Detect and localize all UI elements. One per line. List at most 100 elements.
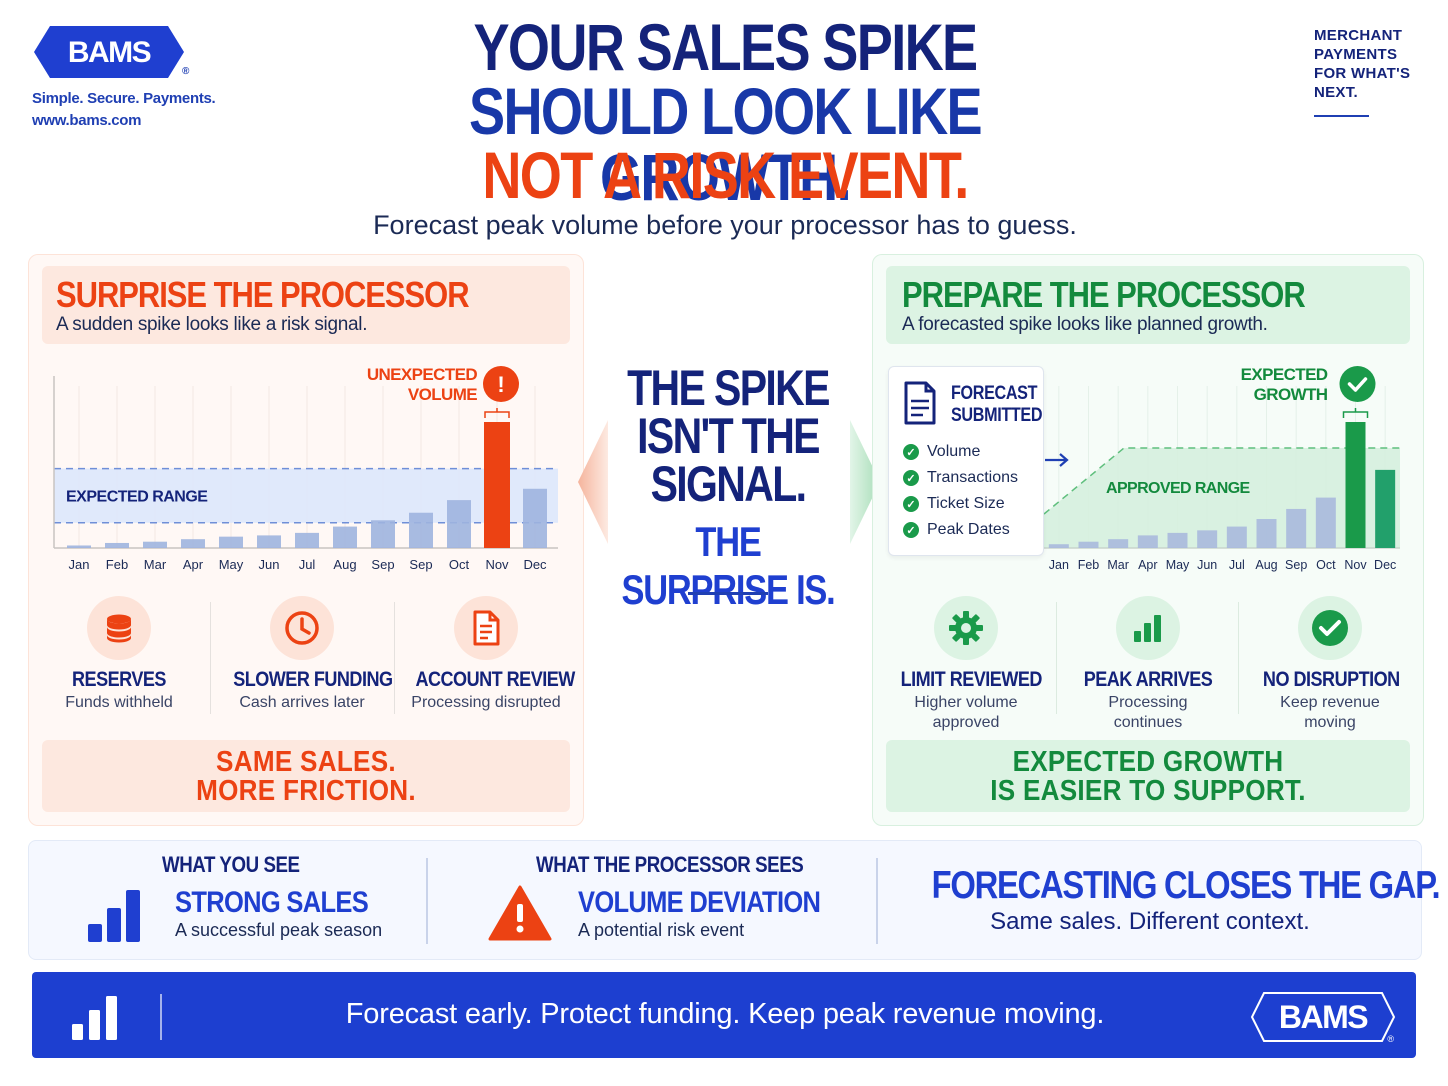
- tick-label: Aug: [1255, 558, 1277, 572]
- check-icon: [1347, 377, 1368, 392]
- document-icon: [454, 596, 518, 660]
- peak-arrives-subtitle-2: continues: [1113, 714, 1183, 731]
- forecast-title-line-2: SUBMITTED: [951, 405, 1043, 426]
- bams-logo: BAMS: [34, 26, 184, 78]
- reserves-title: RESERVES: [72, 668, 166, 691]
- bar-apr: [181, 539, 205, 548]
- bar-sep: [409, 512, 433, 548]
- brand-url[interactable]: www.bams.com: [32, 112, 142, 129]
- divider: [210, 602, 211, 714]
- bar-mar: [1108, 539, 1129, 548]
- center-surprise: THE SURPRISE IS.: [621, 518, 836, 613]
- check-circle-icon: [1298, 596, 1362, 660]
- feature-reserves: RESERVES Funds withheld: [48, 596, 190, 712]
- tick-label: May: [1166, 558, 1190, 572]
- tick-label: Jun: [1197, 558, 1217, 572]
- divider: [1056, 602, 1057, 714]
- tick-label: Mar: [1107, 558, 1129, 572]
- approved-range-band: [1044, 448, 1400, 548]
- expected-label-2: GROWTH: [1254, 385, 1328, 404]
- account-review-subtitle: Processing disrupted: [411, 694, 561, 711]
- bar-sep: [371, 520, 395, 548]
- svg-text:BAMS: BAMS: [1279, 999, 1368, 1035]
- tick-label: Dec: [1374, 558, 1396, 572]
- comparison-strip: [28, 840, 1422, 960]
- document-icon: [903, 381, 937, 430]
- closes-gap-title: FORECASTING CLOSES THE GAP.: [931, 864, 1441, 907]
- bar-aug: [333, 526, 357, 548]
- bar-nov: [1345, 422, 1366, 548]
- bar-feb: [1078, 541, 1099, 548]
- tick-label: Sep: [371, 557, 394, 572]
- check-circle-icon: [1339, 366, 1376, 402]
- tick-label: Feb: [1078, 558, 1100, 572]
- corner-tagline: MERCHANT PAYMENTS FOR WHAT'S NEXT.: [1314, 27, 1411, 101]
- corner-underline: [1314, 115, 1369, 117]
- tick-label: Jun: [259, 557, 280, 572]
- checklist-item: ✓ Ticket Size: [903, 491, 1018, 517]
- tick-label: Oct: [1316, 558, 1336, 572]
- gear-icon: [934, 596, 998, 660]
- tick-label: Apr: [1138, 558, 1157, 572]
- tick-label: Sep: [1285, 558, 1307, 572]
- svg-text:®: ®: [1387, 1034, 1394, 1044]
- prepare-title: PREPARE THE PROCESSOR: [902, 274, 1306, 315]
- bar-dec: [523, 488, 547, 548]
- divider: [1238, 602, 1239, 714]
- peak-arrives-subtitle-1: Processing: [1108, 694, 1188, 711]
- bar-nov: [484, 422, 510, 548]
- strong-sales-title: STRONG SALES: [175, 886, 369, 919]
- tick-label: Sep: [409, 557, 432, 572]
- bar-oct: [447, 500, 471, 548]
- support-callout: EXPECTED GROWTH IS EASIER TO SUPPORT.: [886, 740, 1410, 812]
- peak-arrives-title: PEAK ARRIVES: [1083, 668, 1213, 691]
- expected-range-band: [54, 468, 558, 523]
- approved-range-label: APPROVED RANGE: [1106, 480, 1251, 497]
- bar-dec: [1375, 469, 1396, 548]
- tick-label: Mar: [144, 557, 167, 572]
- prepare-subtitle: A forecasted spike looks like planned gr…: [902, 314, 1268, 335]
- bar-jun: [257, 535, 281, 548]
- volume-deviation-title: VOLUME DEVIATION: [578, 886, 821, 919]
- bar-feb: [105, 542, 129, 548]
- bar-jun: [1197, 530, 1218, 548]
- forecast-submitted-card: FORECAST SUBMITTED ✓ Volume ✓ Transactions…: [888, 366, 1044, 556]
- svg-text:BAMS: BAMS: [68, 36, 151, 69]
- database-icon: [87, 596, 151, 660]
- check-icon: ✓: [903, 444, 919, 460]
- forecast-checklist: ✓ Volume ✓ Transactions ✓ Ticket Size ✓ Peak…: [903, 439, 1018, 543]
- checklist-item: ✓ Transactions: [903, 465, 1018, 491]
- bams-logo-footer: BAMS ®: [1250, 992, 1396, 1044]
- feature-peak-arrives: PEAK ARRIVES Processing continues: [1070, 596, 1226, 732]
- check-icon: ✓: [903, 496, 919, 512]
- bar-may: [1167, 532, 1188, 548]
- bar-jan: [1048, 544, 1069, 548]
- tick-label: May: [219, 557, 244, 572]
- limit-reviewed-subtitle-2: approved: [932, 714, 1000, 731]
- slower-funding-title: SLOWER FUNDING: [233, 668, 393, 691]
- tick-label: Nov: [1344, 558, 1367, 572]
- headline-line-1: YOUR SALES SPIKE: [473, 10, 978, 84]
- tick-label: Jul: [299, 557, 316, 572]
- tick-label: Apr: [183, 557, 204, 572]
- alert-icon: [483, 366, 519, 402]
- tick-label: Jan: [1049, 558, 1069, 572]
- support-line-2: IS EASIER TO SUPPORT.: [990, 775, 1306, 807]
- center-statement-3: SIGNAL.: [650, 456, 807, 512]
- divider: [426, 858, 428, 944]
- headline-line-3: NOT A RISK EVENT.: [482, 138, 969, 212]
- check-icon: ✓: [903, 470, 919, 486]
- warning-icon: [488, 885, 552, 941]
- unexpected-label-1: UNEXPECTED: [367, 365, 478, 384]
- bar-chart-icon: [88, 890, 140, 942]
- tick-label: Feb: [106, 557, 128, 572]
- expected-label-1: EXPECTED: [1241, 365, 1328, 384]
- clock-icon: [270, 596, 334, 660]
- no-disruption-subtitle-1: Keep revenue: [1280, 694, 1380, 711]
- friction-line-1: SAME SALES.: [216, 746, 396, 778]
- reserves-subtitle: Funds withheld: [65, 694, 173, 711]
- surprise-title: SURPRISE THE PROCESSOR: [56, 274, 470, 315]
- checklist-item: ✓ Peak Dates: [903, 517, 1018, 543]
- tick-label: Jan: [69, 557, 90, 572]
- surprise-subtitle: A sudden spike looks like a risk signal.: [56, 314, 368, 335]
